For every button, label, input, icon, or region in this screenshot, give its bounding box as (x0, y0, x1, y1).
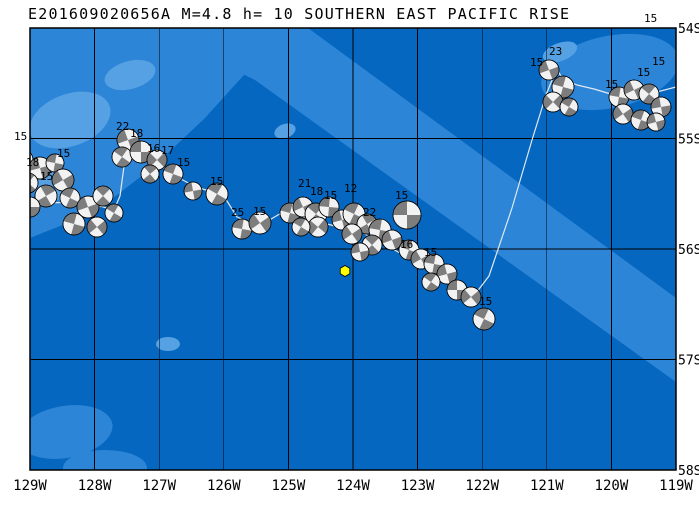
focal-mechanism-beachball (45, 153, 65, 173)
x-axis-label: 125W (272, 478, 306, 494)
depth-label: 15 (424, 246, 437, 259)
x-axis-label: 127W (142, 478, 176, 494)
map-frame (29, 27, 677, 471)
depth-label: 16 (400, 238, 413, 251)
focal-mechanism-beachball (104, 203, 124, 223)
bathymetry-patch (186, 28, 676, 382)
depth-label: 15 (395, 189, 408, 202)
x-axis-label: 119W (659, 478, 693, 494)
focal-mechanism-beachball (205, 182, 229, 206)
depth-label: 25 (231, 206, 244, 219)
depth-label: 15 (637, 66, 650, 79)
focal-mechanism-beachball (59, 187, 81, 209)
focal-mechanism-beachball (51, 168, 75, 192)
y-axis-label: 54S (678, 22, 699, 37)
bathymetry-patch (542, 41, 578, 63)
bathymetry-patch (30, 28, 262, 238)
focal-mechanism-beachball (140, 164, 160, 184)
depth-label: 17 (161, 144, 174, 157)
focal-mechanism-beachball (318, 196, 340, 218)
x-axis-label: 129W (13, 478, 47, 494)
focal-mechanism-beachball (538, 59, 560, 81)
x-axis-label: 124W (336, 478, 370, 494)
y-axis-label: 58S (678, 464, 699, 479)
depth-label: 15 (644, 12, 657, 25)
depth-label: 15 (605, 78, 618, 91)
focal-mechanism-beachball (650, 96, 672, 118)
y-axis-label: 56S (678, 243, 699, 258)
focal-mechanism-beachball (162, 163, 184, 185)
focal-mechanism-beachball (30, 172, 39, 194)
depth-label: 15 (177, 156, 190, 169)
depth-label: 21 (298, 177, 311, 190)
focal-mechanism-beachball (62, 212, 86, 236)
focal-mechanism-beachball (341, 223, 363, 245)
focal-mechanism-beachball (421, 272, 441, 292)
x-axis-label: 123W (401, 478, 435, 494)
bathymetry-patch (30, 91, 111, 149)
depth-label: 15 (14, 130, 27, 143)
focal-mechanism-beachball (248, 211, 272, 235)
bathymetry-patch (104, 59, 156, 91)
focal-mechanism-beachball (92, 185, 114, 207)
depth-label: 23 (549, 45, 562, 58)
depth-label: 22 (116, 120, 129, 133)
focal-mechanism-beachball (460, 286, 482, 308)
depth-label: 15 (57, 147, 70, 160)
focal-mechanism-beachball (231, 218, 253, 240)
depth-label: 15 (324, 189, 337, 202)
focal-mechanism-beachball (436, 263, 458, 285)
depth-label: 18 (26, 156, 39, 169)
focal-mechanism-beachball (111, 146, 133, 168)
focal-mechanism-beachball (76, 195, 100, 219)
depth-label: 22 (363, 206, 376, 219)
depth-label: 15 (652, 55, 665, 68)
focal-mechanism-beachball (30, 196, 41, 218)
bathymetry-patch (63, 450, 147, 470)
bathymetry-patch (30, 405, 113, 459)
focal-mechanism-beachball (542, 91, 564, 113)
depth-label: 16 (147, 142, 160, 155)
focal-mechanism-beachball (381, 229, 403, 251)
y-axis-label: 57S (678, 354, 699, 369)
depth-label: 18 (310, 185, 323, 198)
focal-mechanism-beachball (307, 216, 329, 238)
x-axis-label: 121W (530, 478, 564, 494)
depth-label: 15 (253, 205, 266, 218)
y-axis-label: 55S (678, 133, 699, 148)
focal-mechanism-beachball (34, 184, 58, 208)
depth-label: 15 (479, 295, 492, 308)
x-axis-label: 128W (78, 478, 112, 494)
focal-mechanism-beachball (646, 112, 666, 132)
bathymetry-patch (156, 337, 180, 351)
focal-mechanism-beachball (472, 307, 496, 331)
x-axis-label: 120W (595, 478, 629, 494)
focal-mechanism-beachball (183, 181, 203, 201)
focal-mechanism-beachball (86, 216, 108, 238)
x-axis-label: 126W (207, 478, 241, 494)
bathymetry-patch (274, 123, 296, 139)
focal-mechanism-beachball (551, 75, 575, 99)
depth-label: 15 (40, 170, 53, 183)
depth-label: 15 (530, 56, 543, 69)
depth-label: 18 (130, 127, 143, 140)
focal-mechanism-beachball (559, 97, 579, 117)
map-title: E201609020656A M=4.8 h= 10 SOUTHERN EAST… (28, 5, 571, 23)
event-epicenter-marker (339, 265, 351, 277)
focal-mechanism-beachball (612, 103, 634, 125)
depth-label: 15 (210, 175, 223, 188)
x-axis-label: 122W (465, 478, 499, 494)
focal-mechanism-beachball (350, 242, 370, 262)
focal-mechanism-beachball (638, 83, 660, 105)
focal-mechanism-beachball (392, 200, 422, 230)
focal-mechanism-beachball (291, 217, 311, 237)
depth-label: 12 (344, 182, 357, 195)
